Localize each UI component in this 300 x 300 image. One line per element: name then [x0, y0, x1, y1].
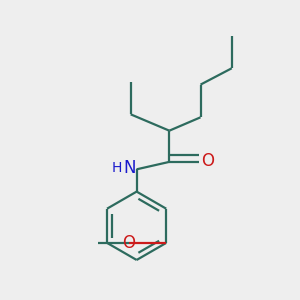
Text: O: O [201, 152, 214, 170]
Text: O: O [123, 234, 136, 252]
Text: H: H [112, 160, 122, 175]
Text: N: N [124, 159, 136, 177]
